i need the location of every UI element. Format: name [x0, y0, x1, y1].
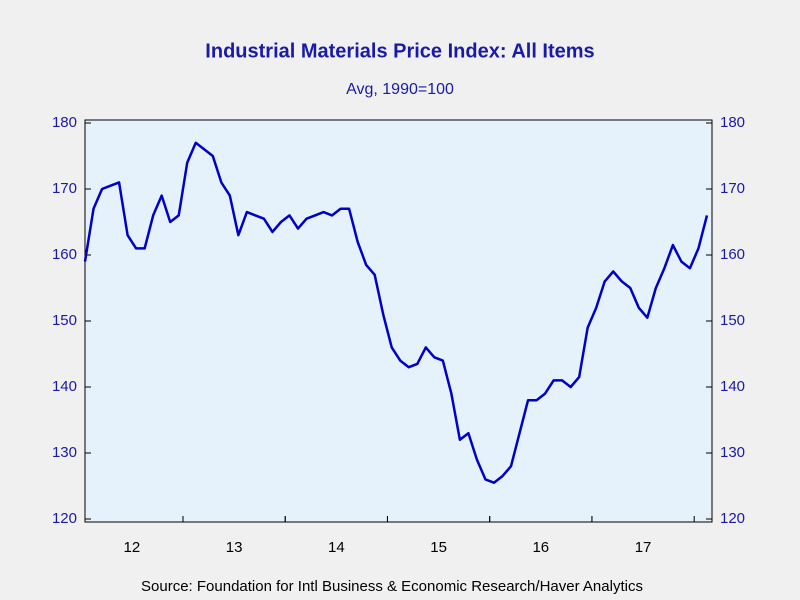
x-tick-label: 13: [226, 539, 243, 556]
y2-tick-label: 160: [720, 246, 745, 263]
chart-subtitle: Avg, 1990=100: [346, 81, 454, 98]
y2-tick-label: 170: [720, 180, 745, 197]
source-note: Source: Foundation for Intl Business & E…: [141, 578, 643, 595]
chart-title: Industrial Materials Price Index: All It…: [205, 40, 594, 62]
y-tick-label: 160: [52, 246, 77, 263]
y2-tick-label: 180: [720, 114, 745, 131]
x-tick-label: 14: [328, 539, 345, 556]
y-tick-label: 170: [52, 180, 77, 197]
y-tick-label: 130: [52, 444, 77, 461]
plot-area: [84, 119, 713, 523]
y2-tick-label: 130: [720, 444, 745, 461]
x-tick-label: 16: [532, 539, 549, 556]
y2-tick-label: 120: [720, 510, 745, 527]
y-tick-label: 180: [52, 114, 77, 131]
x-tick-label: 15: [430, 539, 447, 556]
x-tick-label: 17: [635, 539, 652, 556]
y2-tick-label: 140: [720, 378, 745, 395]
y-tick-label: 120: [52, 510, 77, 527]
y-tick-label: 140: [52, 378, 77, 395]
y-tick-label: 150: [52, 312, 77, 329]
series-line: [83, 141, 709, 484]
y2-tick-label: 150: [720, 312, 745, 329]
x-tick-label: 12: [124, 539, 141, 556]
